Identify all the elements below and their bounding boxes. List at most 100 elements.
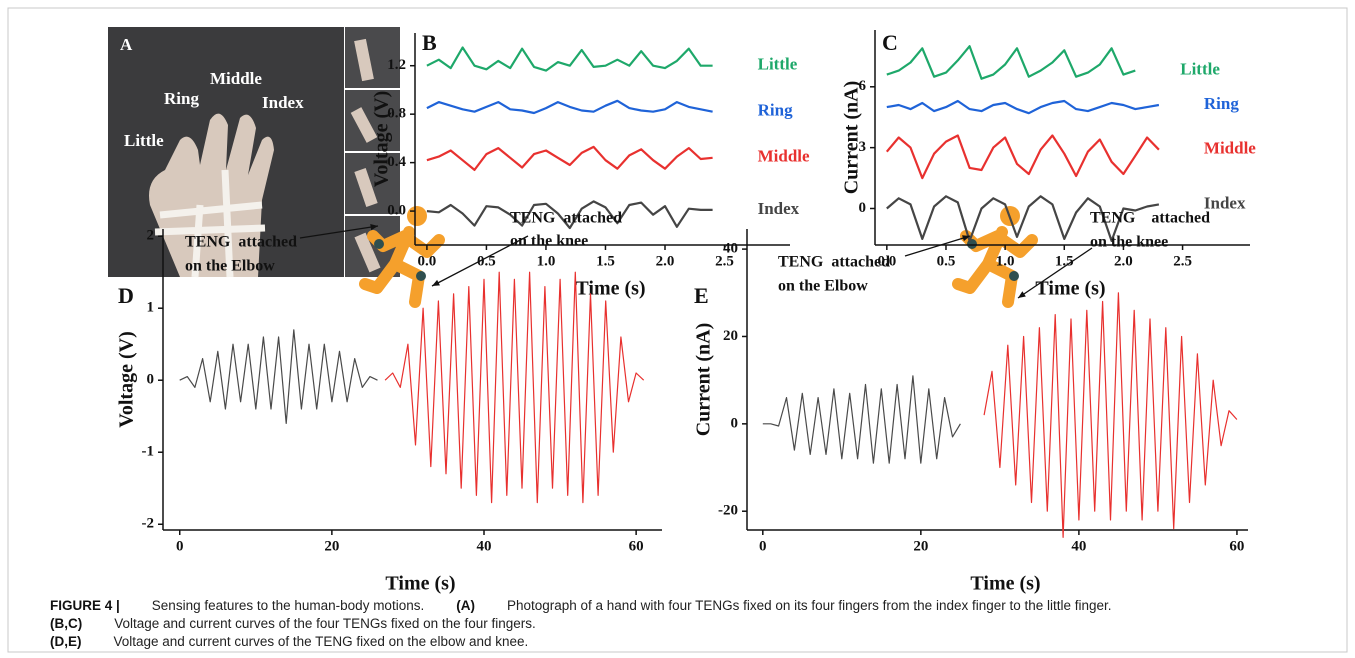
annotation: on the knee: [510, 233, 588, 250]
x-tick-label: 60: [1229, 538, 1244, 554]
caption-ref: (A): [456, 598, 475, 613]
series-label: Middle: [758, 147, 810, 166]
x-tick-label: 2.0: [1114, 253, 1133, 269]
finger-label: Middle: [210, 69, 262, 88]
annotation: TENG attached: [185, 234, 297, 251]
series-label: Index: [1204, 193, 1246, 212]
arrow-head: [432, 279, 440, 286]
y-tick-label: -20: [718, 503, 738, 519]
series-line: [983, 292, 1238, 538]
x-tick-label: 0: [759, 538, 767, 554]
y-tick-label: 2: [147, 228, 155, 244]
annotation: TENG attached: [778, 254, 890, 271]
x-tick-label: 2.5: [1173, 253, 1192, 269]
caption-text: Sensing features to the human-body motio…: [152, 598, 424, 613]
caption-line: FIGURE 4 | Sensing features to the human…: [22, 597, 1132, 614]
y-axis-label: Voltage (V): [116, 331, 138, 427]
x-tick-label: 2.0: [656, 253, 675, 269]
y-tick-label: 0.8: [387, 106, 406, 122]
x-tick-label: 1.5: [596, 253, 615, 269]
caption-text: Voltage and current curves of the four T…: [114, 616, 535, 631]
caption-text: Voltage and current curves of the TENG f…: [114, 634, 529, 649]
annotation: TENG attached: [1090, 210, 1210, 227]
series-line: [886, 99, 1160, 115]
panel-label: C: [882, 30, 898, 55]
x-tick-label: 1.0: [537, 253, 556, 269]
x-axis-label: Time (s): [970, 573, 1040, 595]
series-line: [886, 195, 1160, 242]
caption-line: (D,E) Voltage and current curves of the …: [22, 633, 548, 650]
series-line: [886, 45, 1136, 80]
caption-line: (B,C) Voltage and current curves of the …: [22, 615, 556, 632]
panel-label: B: [422, 30, 437, 55]
y-axis-label: Voltage (V): [371, 91, 393, 187]
y-axis-label: Current (nA): [841, 81, 863, 195]
y-tick-label: 0: [859, 200, 867, 216]
y-tick-label: 0.4: [387, 154, 406, 170]
annotation: TENG attached: [510, 210, 622, 227]
series-line: [179, 329, 378, 424]
annotation: on the Elbow: [185, 258, 275, 275]
panel-label: D: [118, 283, 134, 308]
arrow-head: [1018, 291, 1026, 298]
y-tick-label: -2: [142, 516, 155, 532]
caption-ref: (B,C): [50, 616, 82, 631]
y-tick-label: 0.0: [387, 203, 406, 219]
x-axis-label: Time (s): [385, 573, 455, 595]
series-line: [426, 145, 713, 171]
caption: FIGURE 4 | Sensing features to the human…: [22, 597, 1132, 650]
x-tick-label: 20: [324, 538, 339, 554]
series-label: Little: [1180, 59, 1220, 78]
x-tick-label: 2.5: [715, 253, 734, 269]
y-tick-label: 0: [147, 372, 155, 388]
series-line: [762, 375, 961, 464]
annotation: on the Elbow: [778, 278, 868, 295]
finger-label: Index: [262, 93, 304, 112]
panel-label: A: [120, 35, 133, 54]
arrow: [431, 235, 529, 287]
series-label: Middle: [1204, 139, 1256, 158]
y-axis-label: Current (nA): [693, 323, 715, 437]
y-tick-label: 0: [731, 415, 739, 431]
x-tick-label: 20: [913, 538, 928, 554]
series-line: [426, 99, 713, 115]
caption-text: Photograph of a hand with four TENGs fix…: [507, 598, 1112, 613]
x-tick-label: 0.0: [877, 253, 896, 269]
x-axis-label: Time (s): [1035, 278, 1105, 300]
x-tick-label: 0.0: [418, 253, 437, 269]
panel-label: E: [694, 283, 709, 308]
x-tick-label: 40: [477, 538, 492, 554]
x-tick-label: 1.0: [996, 253, 1015, 269]
arrow: [904, 235, 971, 257]
finger-label: Little: [124, 131, 164, 150]
frame: [7, 7, 1348, 653]
arrow-head: [962, 235, 970, 242]
panel-a-photo: A Little Ring Middle Index: [108, 27, 400, 278]
series-line: [426, 200, 713, 230]
finger-label: Ring: [164, 89, 199, 108]
x-tick-label: 0.5: [477, 253, 496, 269]
y-tick-label: 20: [723, 328, 738, 344]
series-label: Ring: [758, 101, 793, 120]
y-tick-label: 3: [859, 139, 867, 155]
arrow-head: [370, 224, 378, 231]
x-tick-label: 40: [1071, 538, 1086, 554]
x-axis-label: Time (s): [575, 278, 645, 300]
series-line: [426, 46, 713, 72]
series-line: [885, 134, 1160, 180]
figure-label: FIGURE 4 |: [50, 598, 120, 613]
x-tick-label: 0: [176, 538, 184, 554]
annotation: on the knee: [1090, 234, 1168, 251]
arrow: [1017, 247, 1093, 299]
series-label: Ring: [1204, 94, 1239, 113]
y-tick-label: 6: [859, 78, 867, 94]
series-line: [384, 271, 645, 504]
x-tick-label: 0.5: [937, 253, 956, 269]
y-tick-label: 1: [147, 300, 155, 316]
series-label: Index: [758, 199, 800, 218]
arrow: [299, 225, 379, 239]
y-tick-label: -1: [142, 444, 155, 460]
y-tick-label: 1.2: [387, 57, 406, 73]
y-tick-label: 40: [723, 241, 738, 257]
